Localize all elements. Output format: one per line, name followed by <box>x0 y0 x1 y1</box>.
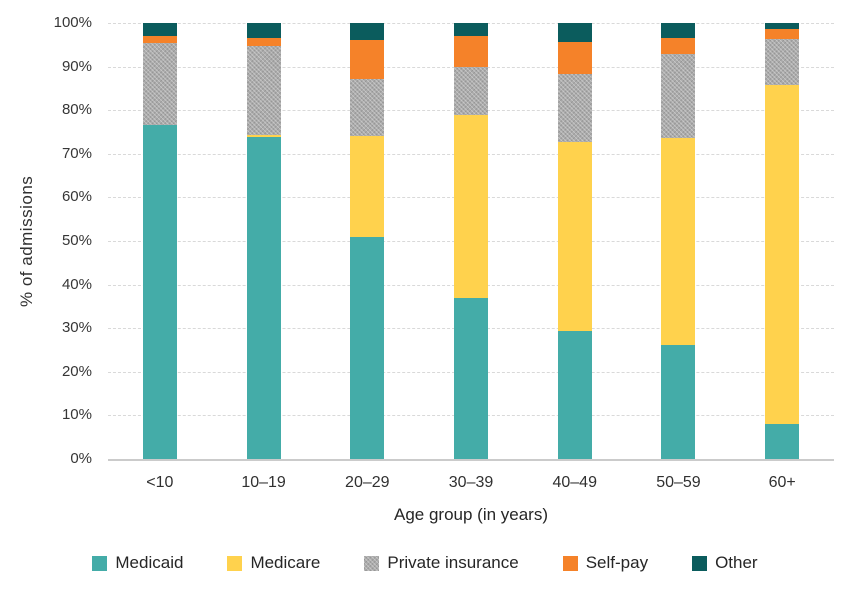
legend-label-self-pay: Self-pay <box>585 553 649 572</box>
y-tick-label-100: 100% <box>53 14 92 31</box>
segment-self-pay <box>246 37 281 46</box>
bar-slot-10-19 <box>212 23 316 459</box>
legend-item-medicaid: Medicaid <box>92 553 183 573</box>
segment-other <box>661 23 696 38</box>
segment-other <box>246 23 281 38</box>
stacked-bar--10 <box>142 23 177 459</box>
bars-container <box>108 23 834 459</box>
x-tick-label-30-39: 30–39 <box>448 474 494 491</box>
segment-medicaid <box>661 344 696 459</box>
segment-medicaid <box>454 297 489 459</box>
y-tick-label-60: 60% <box>61 188 92 206</box>
y-tick-label-50: 50% <box>61 232 92 249</box>
segment-self-pay <box>765 28 800 39</box>
segment-medicaid <box>142 125 177 459</box>
segment-private-insurance <box>454 66 489 116</box>
legend-item-private-insurance: Private insurance <box>364 553 519 573</box>
segment-private-insurance <box>246 45 281 136</box>
x-tick-label-40-49: 40–49 <box>552 474 597 491</box>
plot-area <box>108 23 834 459</box>
segment-medicare <box>557 142 592 332</box>
bar-slot-30-39 <box>419 23 523 459</box>
y-tick-label-80: 80% <box>61 101 92 119</box>
segment-medicare <box>454 115 489 298</box>
x-axis-title: Age group (in years) <box>393 505 549 524</box>
x-tick-label-20-29: 20–29 <box>345 474 390 491</box>
segment-medicare <box>765 84 800 425</box>
segment-self-pay <box>350 39 385 79</box>
legend-item-other: Other <box>692 553 758 573</box>
y-tick-label-90: 90% <box>61 57 92 75</box>
legend-swatch-self-pay <box>562 555 578 571</box>
segment-private-insurance <box>661 53 696 138</box>
y-tick-label-70: 70% <box>61 144 92 162</box>
bar-slot-20-29 <box>315 23 419 459</box>
legend: Medicaid Medicare Private insurance Self-pa… <box>0 553 850 573</box>
segment-other <box>350 23 385 40</box>
y-axis-tick-labels: 0% 10% 20% 30% 40% 50% 60% 70% 80% 90% 100% <box>0 15 92 467</box>
bar-slot--10 <box>108 23 212 459</box>
y-tick-label-30: 30% <box>61 319 92 337</box>
legend-swatch-private-insurance <box>364 555 380 571</box>
stacked-bar-50-59 <box>661 23 696 459</box>
x-tick-label-60-: 60+ <box>768 474 796 491</box>
segment-self-pay <box>661 37 696 54</box>
y-tick-label-10: 10% <box>61 406 92 424</box>
legend-item-self-pay: Self-pay <box>562 553 649 573</box>
segment-self-pay <box>557 42 592 75</box>
legend-swatch-other <box>692 555 708 571</box>
x-tick-label--10: <10 <box>146 474 174 491</box>
legend-label-medicare: Medicare <box>250 553 321 572</box>
stacked-bar-60- <box>765 23 800 459</box>
segment-other <box>765 23 800 29</box>
x-axis-tick-labels: <10 10–19 20–29 30–39 40–49 50–59 60+ <box>108 474 834 492</box>
segment-private-insurance <box>350 78 385 136</box>
bar-slot-40-49 <box>523 23 627 459</box>
legend-label-private-insurance: Private insurance <box>387 553 519 572</box>
segment-medicaid <box>765 424 800 459</box>
segment-other <box>142 23 177 37</box>
y-tick-label-0: 0% <box>70 450 92 467</box>
stacked-bar-20-29 <box>350 23 385 459</box>
segment-medicaid <box>557 331 592 459</box>
segment-private-insurance <box>142 42 177 126</box>
x-axis-line <box>108 459 834 461</box>
x-tick-label-50-59: 50–59 <box>656 474 701 491</box>
segment-medicare <box>661 137 696 345</box>
legend-swatch-medicaid <box>92 555 108 571</box>
y-tick-label-40: 40% <box>61 275 92 293</box>
segment-self-pay <box>454 35 489 67</box>
segment-medicare <box>246 135 281 138</box>
bar-slot-60- <box>730 23 834 459</box>
segment-medicaid <box>246 137 281 459</box>
y-tick-label-20: 20% <box>61 362 92 380</box>
segment-other <box>454 23 489 36</box>
bar-slot-50-59 <box>627 23 731 459</box>
stacked-bar-10-19 <box>246 23 281 459</box>
segment-private-insurance <box>765 38 800 85</box>
legend-swatch-medicare <box>227 555 243 571</box>
legend-label-medicaid: Medicaid <box>115 553 184 572</box>
stacked-bar-30-39 <box>454 23 489 459</box>
stacked-bar-40-49 <box>557 23 592 459</box>
segment-medicare <box>350 135 385 237</box>
segment-private-insurance <box>557 74 592 143</box>
legend-label-other: Other <box>715 553 758 572</box>
x-tick-label-10-19: 10–19 <box>241 474 286 491</box>
legend-item-medicare: Medicare <box>227 553 320 573</box>
segment-other <box>557 23 592 43</box>
segment-self-pay <box>142 36 177 43</box>
segment-medicaid <box>350 236 385 459</box>
